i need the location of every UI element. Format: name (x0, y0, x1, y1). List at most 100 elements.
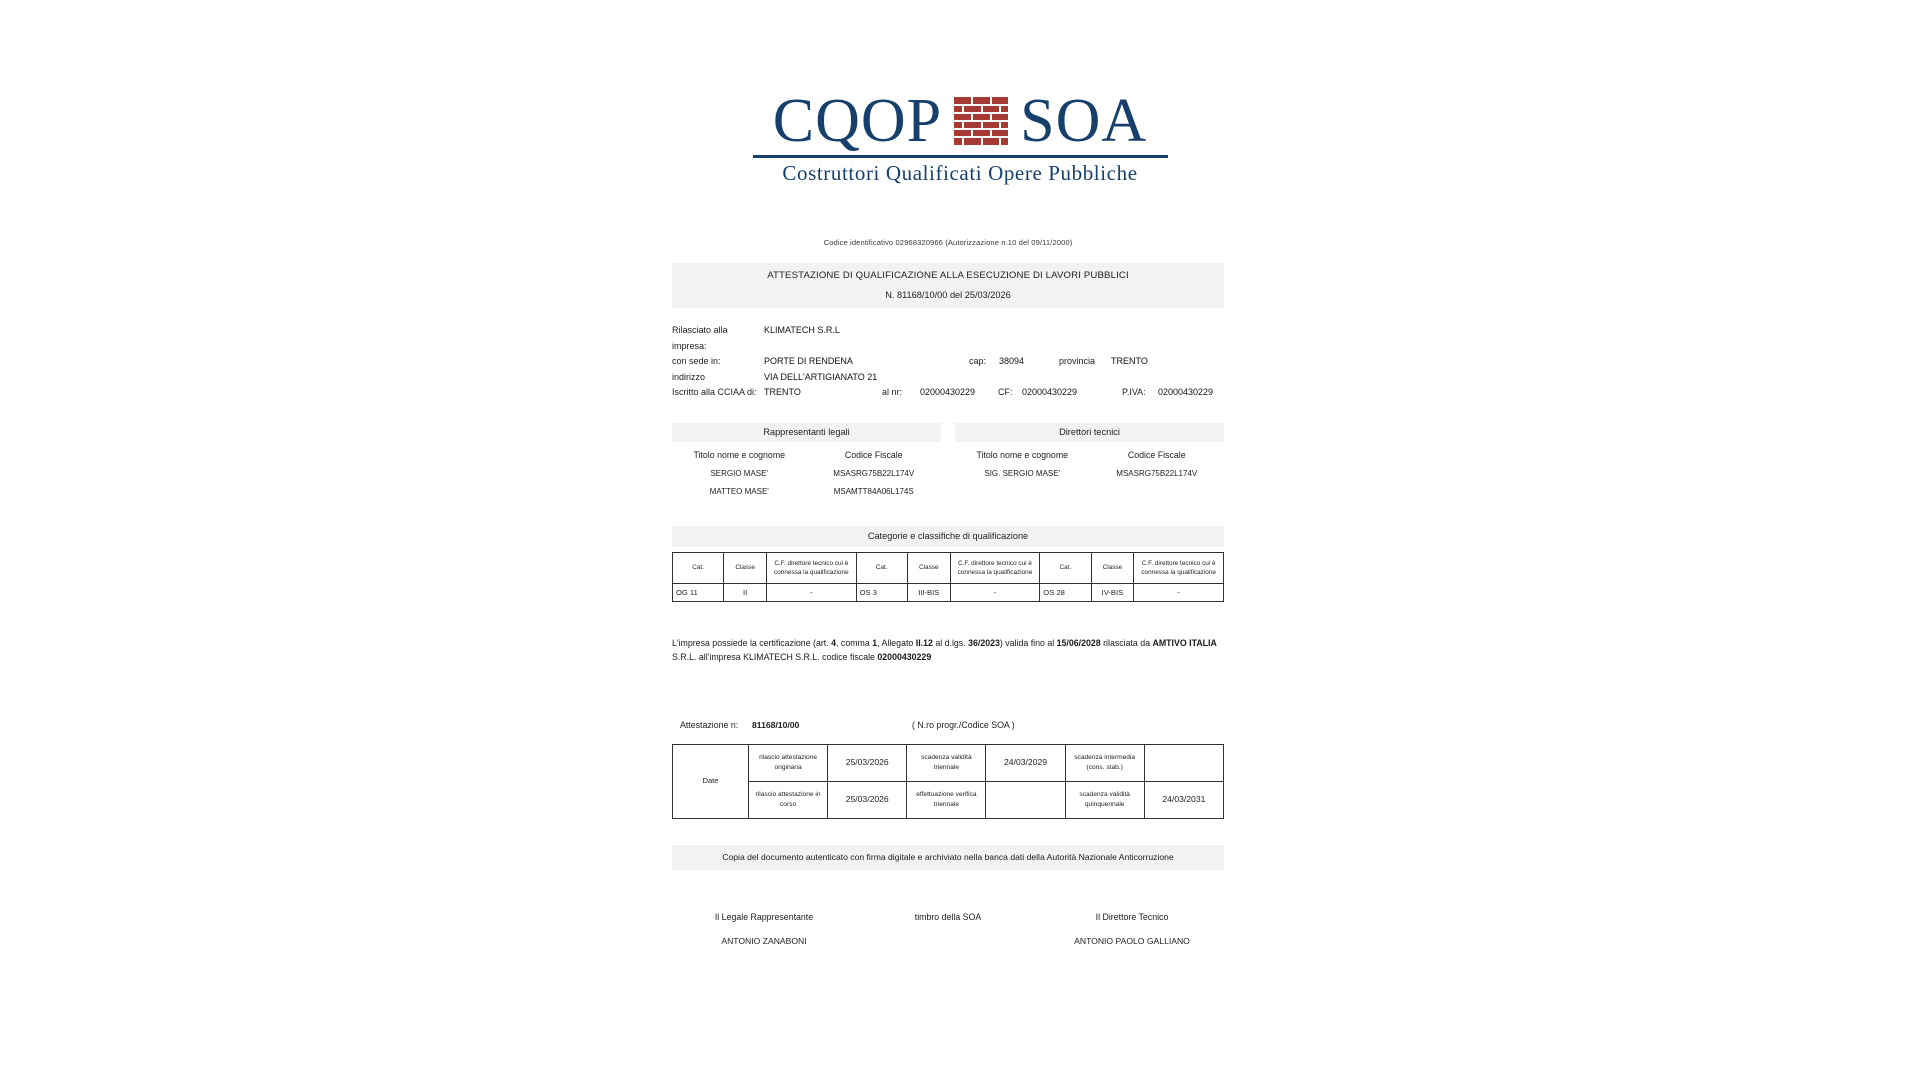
signature-name-left: ANTONIO ZANABONI (721, 935, 807, 946)
legale-cf: MSASRG75B22L174V (833, 468, 915, 478)
value-cciaa: TRENTO (764, 387, 801, 397)
direttori-tecnici-title: Direttori tecnici (955, 422, 1224, 442)
th-cf-2: C.F. direttore tecnico cui è connessa la… (949, 551, 1041, 584)
date-row-1: Date rilascio attestazione originaria 25… (672, 743, 1225, 819)
legale-name: SERGIO MASE' (710, 468, 769, 478)
codice-identificativo: Codice identificativo 02968320966 (Autor… (823, 238, 1073, 247)
signature-section: Il Legale Rappresentante ANTONIO ZANABON… (672, 912, 1224, 946)
value-codice-fiscale: 02000430229 (1022, 387, 1078, 397)
logo-row: CQOP (773, 87, 1148, 155)
value-impresa-name: KLIMATECH S.R.L (764, 325, 840, 335)
logo-subtitle: Costruttori Qualificati Opere Pubbliche (782, 160, 1138, 185)
cf-value-3: - (1133, 582, 1224, 602)
para-allegato: II.12 (915, 637, 933, 648)
value-partita-iva: 02000430229 (1158, 387, 1214, 397)
label-cap: cap: (969, 356, 987, 366)
date-row-2: rilascio attestazione in corso 25/03/202… (673, 780, 1225, 819)
r2-label-rilascio-in-corso: rilascio attestazione in corso (747, 780, 829, 819)
tecnico-name: SIG. SERGIO MASE' (984, 468, 1061, 478)
value-sede: PORTE DI RENDENA (764, 356, 853, 366)
document-body: Codice identificativo 02968320966 (Autor… (671, 238, 1225, 946)
impresa-row-name: Rilasciato alla impresa: KLIMATECH S.R.L (672, 323, 1224, 354)
rappresentanti-legali-columns: Titolo nome e cognome Codice Fiscale (672, 442, 941, 460)
th-cat-3: Cat. (1039, 551, 1092, 584)
para-issuer: AMTIVO ITALIA (1152, 637, 1217, 648)
para-part7: S.R.L. all'impresa KLIMATECH S.R.L. codi… (672, 651, 878, 662)
categorie-title: Categorie e classifiche di qualificazion… (672, 525, 1224, 547)
para-part2: , comma (836, 637, 873, 648)
categorie-header-row: Cat. Classe C.F. direttore tecnico cui è… (671, 551, 1224, 584)
r1-label-rilascio-originaria: rilascio attestazione originaria (747, 743, 829, 782)
r1-label-scadenza-intermedia: scadenza intermedia (cons. stab.) (1064, 743, 1145, 782)
footer-notice-band: Copia del documento autenticato con firm… (672, 844, 1224, 870)
r1-value-rilascio-originaria: 25/03/2026 (827, 743, 908, 782)
signature-name-right: ANTONIO PAOLO GALLIANO (1074, 935, 1190, 946)
value-provincia: TRENTO (1111, 356, 1148, 366)
label-attestazione-n: Attestazione n: (680, 719, 739, 730)
impresa-row-sede: con sede in: PORTE DI RENDENA cap: 38094… (672, 354, 1224, 370)
logo-word-soa: SOA (1020, 87, 1148, 155)
para-valid-until: 15/06/2028 (1056, 637, 1101, 648)
r1-value-scadenza-intermedia (1143, 743, 1225, 782)
para-part5: ) valida fino al (999, 637, 1057, 648)
label-indirizzo: indirizzo (672, 371, 706, 382)
attestazione-title: ATTESTAZIONE DI QUALIFICAZIONE ALLA ESEC… (767, 270, 1129, 281)
attestazione-note: ( N.ro progr./Codice SOA ) (912, 719, 1015, 730)
signature-direttore-tecnico: Il Direttore Tecnico ANTONIO PAOLO GALLI… (1040, 912, 1224, 946)
th-classe-1: Classe (723, 551, 768, 584)
para-art: 4 (831, 637, 837, 648)
date-table: Date rilascio attestazione originaria 25… (672, 743, 1225, 819)
label-codice-fiscale: CF: (998, 387, 1013, 397)
direttori-tecnici-columns: Titolo nome e cognome Codice Fiscale (955, 442, 1224, 460)
value-cap: 38094 (999, 356, 1025, 366)
r2-label-scadenza-quinquennale: scadenza validità quinquennale (1064, 780, 1145, 819)
signature-legale-rappresentante: Il Legale Rappresentante ANTONIO ZANABON… (672, 912, 856, 946)
impresa-details: Rilasciato alla impresa: KLIMATECH S.R.L… (672, 323, 1224, 401)
label-sede: con sede in: (672, 356, 721, 366)
label-cciaa: Iscritto alla CCIAA di: (672, 387, 757, 397)
th-cf-3: C.F. direttore tecnico cui è connessa la… (1133, 551, 1224, 584)
impresa-row-cciaa: Iscritto alla CCIAA di: TRENTO al nr: 02… (672, 385, 1224, 401)
value-numero-registro: 02000430229 (920, 387, 976, 397)
r1-label-scadenza-triennale: scadenza validità triennale (906, 743, 987, 782)
table-row: SERGIO MASE' MSASRG75B22L174V (672, 460, 941, 478)
col-header-nome: Titolo nome e cognome (976, 449, 1069, 460)
r2-value-rilascio-in-corso: 25/03/2026 (827, 780, 908, 819)
categorie-value-row: OG 11 II - OS 3 III-BIS - OS 28 IV-BIS - (671, 582, 1224, 602)
legale-name: MATTEO MASE' (709, 486, 769, 496)
certificazione-paragraph: L'impresa possiede la certificazione (ar… (672, 636, 1224, 664)
value-attestazione-n: 81168/10/00 (752, 719, 800, 730)
cat-value-1: OG 11 (671, 582, 725, 602)
para-part3: , Allegato (877, 637, 916, 648)
rappresentanti-legali-title: Rappresentanti legali (672, 422, 941, 442)
classe-value-3: IV-BIS (1090, 582, 1135, 602)
tecnico-cf: MSASRG75B22L174V (1116, 468, 1198, 478)
table-row: SIG. SERGIO MASE' MSASRG75B22L174V (955, 460, 1224, 478)
col-header-nome: Titolo nome e cognome (693, 449, 786, 460)
signature-title-left: Il Legale Rappresentante (714, 911, 814, 922)
cqop-soa-logo: CQOP (0, 87, 1920, 186)
th-cat-2: Cat. (855, 551, 908, 584)
people-section: Rappresentanti legali Titolo nome e cogn… (672, 422, 1224, 496)
categorie-table: Cat. Classe C.F. direttore tecnico cui è… (671, 551, 1224, 602)
label-numero-registro: al nr: (882, 387, 903, 397)
classe-value-1: II (723, 582, 768, 602)
signature-title-right: Il Direttore Tecnico (1095, 911, 1169, 922)
r2-value-verifica-triennale (985, 780, 1066, 819)
label-rilasciato: Rilasciato alla impresa: (672, 325, 728, 351)
label-partita-iva: P.IVA: (1122, 387, 1146, 397)
table-row: MATTEO MASE' MSAMTT84A06L174S (672, 478, 941, 496)
spacer (955, 478, 1224, 492)
value-indirizzo: VIA DELL'ARTIGIANATO 21 (764, 371, 878, 382)
th-classe-2: Classe (906, 551, 951, 584)
th-cf-1: C.F. direttore tecnico cui è connessa la… (766, 551, 857, 584)
cat-value-3: OS 28 (1039, 582, 1092, 602)
signature-title-center: timbro della SOA (914, 911, 982, 922)
cf-value-1: - (766, 582, 857, 602)
cat-value-2: OS 3 (855, 582, 908, 602)
r2-label-verifica-triennale: effettuazione verifica triennale (906, 780, 987, 819)
th-classe-3: Classe (1090, 551, 1135, 584)
direttori-tecnici-block: Direttori tecnici Titolo nome e cognome … (955, 422, 1224, 496)
th-cat-1: Cat. (671, 551, 725, 584)
